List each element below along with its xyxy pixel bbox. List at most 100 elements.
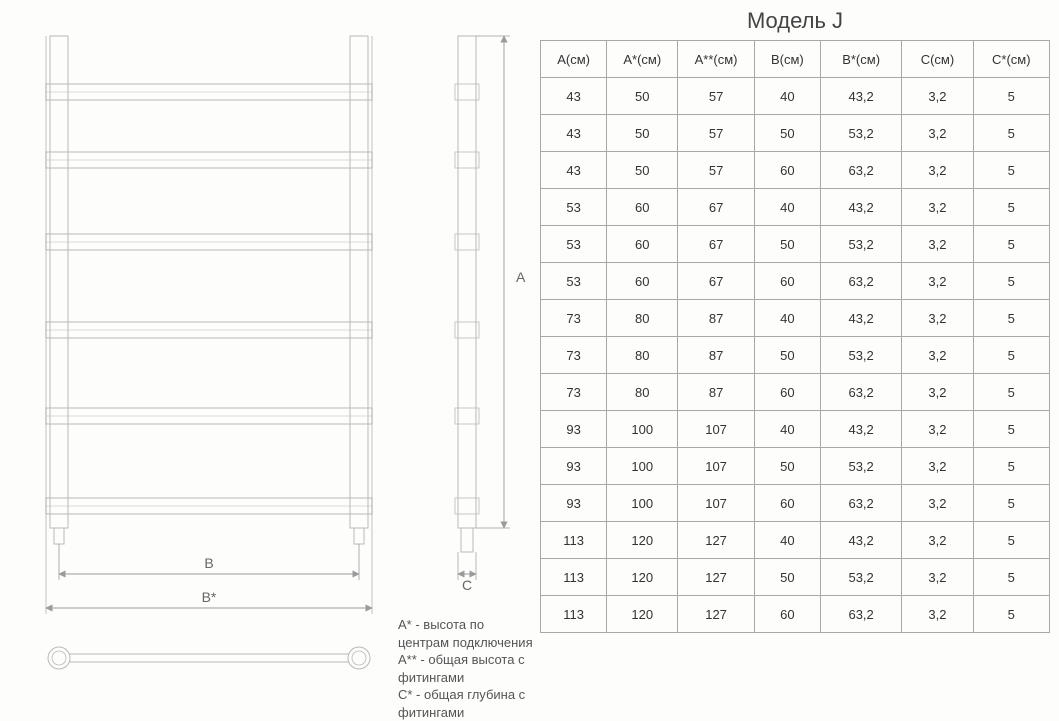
- table-cell: 43,2: [820, 522, 901, 559]
- spec-panel: Модель J A(см)A*(см)A**(см)B(см)B*(см)C(…: [540, 8, 1050, 633]
- table-cell: 57: [678, 115, 754, 152]
- table-cell: 5: [973, 522, 1049, 559]
- table-row: 931001074043,23,25: [541, 411, 1050, 448]
- table-cell: 120: [607, 522, 678, 559]
- table-row: 1131201276063,23,25: [541, 596, 1050, 633]
- table-cell: 43: [541, 78, 607, 115]
- table-cell: 40: [754, 522, 820, 559]
- table-cell: 60: [754, 485, 820, 522]
- table-cell: 53,2: [820, 448, 901, 485]
- table-cell: 3,2: [902, 300, 973, 337]
- table-cell: 3,2: [902, 596, 973, 633]
- table-cell: 113: [541, 596, 607, 633]
- table-cell: 127: [678, 559, 754, 596]
- table-row: 1131201274043,23,25: [541, 522, 1050, 559]
- table-cell: 3,2: [902, 337, 973, 374]
- table-cell: 120: [607, 559, 678, 596]
- table-row: 4350576063,23,25: [541, 152, 1050, 189]
- table-row: 5360675053,23,25: [541, 226, 1050, 263]
- table-cell: 3,2: [902, 152, 973, 189]
- table-cell: 100: [607, 448, 678, 485]
- table-cell: 5: [973, 152, 1049, 189]
- table-cell: 73: [541, 374, 607, 411]
- table-cell: 113: [541, 559, 607, 596]
- table-cell: 3,2: [902, 374, 973, 411]
- svg-text:B*: B*: [202, 589, 217, 605]
- table-row: 931001075053,23,25: [541, 448, 1050, 485]
- table-header-cell: B(см): [754, 41, 820, 78]
- table-cell: 5: [973, 448, 1049, 485]
- table-cell: 50: [607, 78, 678, 115]
- table-cell: 50: [754, 115, 820, 152]
- table-cell: 3,2: [902, 78, 973, 115]
- table-cell: 43: [541, 115, 607, 152]
- table-cell: 5: [973, 411, 1049, 448]
- table-cell: 73: [541, 300, 607, 337]
- table-cell: 60: [754, 263, 820, 300]
- page: BB* AC A* - высота по центрам подключени…: [0, 0, 1059, 712]
- table-cell: 80: [607, 300, 678, 337]
- table-cell: 43,2: [820, 411, 901, 448]
- table-row: 7380874043,23,25: [541, 300, 1050, 337]
- table-cell: 40: [754, 300, 820, 337]
- table-cell: 53: [541, 189, 607, 226]
- table-cell: 63,2: [820, 485, 901, 522]
- table-cell: 87: [678, 374, 754, 411]
- table-cell: 53,2: [820, 115, 901, 152]
- footnotes: A* - высота по центрам подключения A** -…: [398, 616, 538, 721]
- footnote-a-star: A* - высота по центрам подключения: [398, 616, 538, 651]
- table-cell: 50: [754, 448, 820, 485]
- table-cell: 63,2: [820, 374, 901, 411]
- table-cell: 50: [607, 152, 678, 189]
- table-cell: 5: [973, 115, 1049, 152]
- table-cell: 3,2: [902, 263, 973, 300]
- table-cell: 5: [973, 189, 1049, 226]
- table-cell: 40: [754, 78, 820, 115]
- table-row: 5360676063,23,25: [541, 263, 1050, 300]
- table-cell: 107: [678, 485, 754, 522]
- table-cell: 5: [973, 596, 1049, 633]
- table-cell: 100: [607, 411, 678, 448]
- table-cell: 40: [754, 411, 820, 448]
- table-cell: 63,2: [820, 263, 901, 300]
- footnote-c-star: C* - общая глубина с фитингами: [398, 686, 538, 721]
- table-cell: 5: [973, 263, 1049, 300]
- table-cell: 100: [607, 485, 678, 522]
- table-cell: 87: [678, 300, 754, 337]
- table-cell: 57: [678, 78, 754, 115]
- table-cell: 40: [754, 189, 820, 226]
- table-cell: 5: [973, 226, 1049, 263]
- table-cell: 107: [678, 448, 754, 485]
- table-cell: 5: [973, 485, 1049, 522]
- table-cell: 127: [678, 522, 754, 559]
- table-cell: 3,2: [902, 189, 973, 226]
- table-header-cell: A**(см): [678, 41, 754, 78]
- front-elevation-drawing: BB*: [10, 30, 390, 635]
- table-row: 1131201275053,23,25: [541, 559, 1050, 596]
- table-cell: 5: [973, 78, 1049, 115]
- table-cell: 50: [754, 226, 820, 263]
- table-cell: 73: [541, 337, 607, 374]
- table-cell: 63,2: [820, 596, 901, 633]
- table-cell: 3,2: [902, 485, 973, 522]
- table-cell: 93: [541, 448, 607, 485]
- table-header-cell: A(см): [541, 41, 607, 78]
- table-cell: 3,2: [902, 559, 973, 596]
- spec-table: A(см)A*(см)A**(см)B(см)B*(см)C(см)C*(см)…: [540, 40, 1050, 633]
- table-cell: 120: [607, 596, 678, 633]
- bottom-view-drawing: [10, 635, 390, 685]
- model-title: Модель J: [540, 8, 1050, 34]
- table-row: 931001076063,23,25: [541, 485, 1050, 522]
- table-cell: 3,2: [902, 115, 973, 152]
- front-drawing-area: BB*: [10, 30, 390, 685]
- table-cell: 3,2: [902, 226, 973, 263]
- table-cell: 67: [678, 189, 754, 226]
- table-cell: 3,2: [902, 411, 973, 448]
- table-header-cell: C(см): [902, 41, 973, 78]
- table-cell: 67: [678, 263, 754, 300]
- table-row: 7380876063,23,25: [541, 374, 1050, 411]
- table-cell: 53: [541, 226, 607, 263]
- table-cell: 57: [678, 152, 754, 189]
- table-cell: 43,2: [820, 189, 901, 226]
- table-cell: 60: [754, 152, 820, 189]
